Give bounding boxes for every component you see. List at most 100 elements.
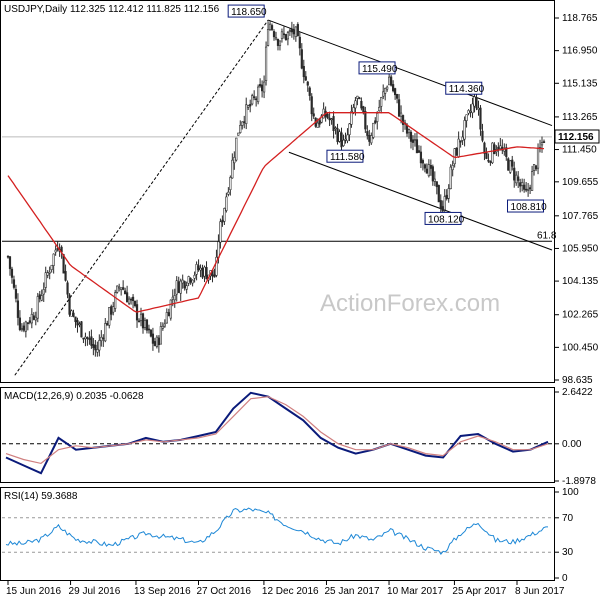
candle-body xyxy=(181,279,184,284)
moving-average xyxy=(7,112,545,313)
candle-body xyxy=(437,185,440,203)
candle-body xyxy=(129,298,133,301)
candle-body xyxy=(76,320,79,326)
candle-body xyxy=(443,196,446,211)
candle-body xyxy=(163,323,166,327)
price-label: 111.580 xyxy=(330,152,365,163)
rsi-y-tick-label: 70 xyxy=(562,513,574,524)
candle-body xyxy=(374,120,377,124)
price-label: 114.360 xyxy=(449,84,485,95)
candle-body xyxy=(523,184,526,190)
candle-body xyxy=(310,96,313,115)
candle-body xyxy=(318,120,321,125)
candle-body xyxy=(112,306,115,313)
candle-body xyxy=(34,316,37,321)
candle-body xyxy=(366,131,369,136)
candle-body xyxy=(155,336,158,347)
candle-body xyxy=(356,95,359,99)
candle-body xyxy=(149,329,153,337)
candle-body xyxy=(199,267,202,271)
candle-body xyxy=(40,295,43,301)
price-y-axis: 118.765 116.950 115.135 113.265 111.450 109.6… xyxy=(555,13,599,386)
candle-body xyxy=(519,182,522,187)
trend-lines xyxy=(14,19,553,376)
candle-body xyxy=(32,315,35,320)
current-price-tag xyxy=(554,129,600,144)
rsi-y-tick-label: 100 xyxy=(562,487,579,498)
channel-upper-line xyxy=(268,19,553,127)
candle-body xyxy=(507,158,510,171)
candle-body xyxy=(477,107,480,110)
candle-body xyxy=(28,320,31,323)
candle-body xyxy=(532,164,536,171)
candle-body xyxy=(286,32,290,40)
candle-body xyxy=(421,160,425,164)
candle-body xyxy=(239,125,242,133)
candle-body xyxy=(465,114,468,121)
candle-body xyxy=(276,39,280,46)
macd-y-tick-label: 2.6422 xyxy=(562,387,593,398)
price-y-tick-label: 115.135 xyxy=(562,78,598,89)
candle-body xyxy=(312,113,315,117)
candle-body xyxy=(215,256,218,276)
rsi-panel-frame xyxy=(0,487,555,581)
candle-body xyxy=(536,148,540,169)
x-tick-label: 25 Apr 2017 xyxy=(452,586,506,597)
candle-body xyxy=(185,285,188,290)
candle-body xyxy=(473,96,476,107)
candle-body xyxy=(213,274,216,278)
candle-body xyxy=(201,267,204,278)
candle-body xyxy=(233,157,236,164)
candle-body xyxy=(64,271,67,281)
candle-body xyxy=(259,84,262,87)
candle-body xyxy=(296,24,299,37)
candle-body xyxy=(270,25,274,30)
candle-body xyxy=(191,279,194,284)
candle-body xyxy=(362,106,365,113)
candle-body xyxy=(88,338,91,340)
candle-body xyxy=(409,131,413,142)
candle-body xyxy=(515,174,518,184)
rsi-line xyxy=(5,507,548,555)
candle-body xyxy=(382,91,385,97)
price-label: 108.810 xyxy=(511,202,548,213)
candle-body xyxy=(397,99,401,117)
candle-body xyxy=(237,132,240,136)
candle-body xyxy=(326,113,329,118)
candle-body xyxy=(20,328,23,330)
candle-body xyxy=(124,290,127,295)
candle-body xyxy=(193,274,196,279)
candle-body xyxy=(401,115,405,125)
candle-body xyxy=(294,26,297,37)
macd-y-axis: 2.6422 0.00 -1.8978 xyxy=(555,387,596,487)
candle-body xyxy=(530,171,534,191)
price-label: 118.650 xyxy=(231,7,267,18)
candle-body xyxy=(350,111,353,125)
candle-body xyxy=(203,266,206,277)
candle-body xyxy=(16,300,20,318)
candle-body xyxy=(251,95,254,105)
date-x-axis: 15 Jun 2016 29 Jul 2016 13 Sep 2016 27 Oct … xyxy=(6,581,565,597)
candle-body xyxy=(66,282,69,295)
candle-body xyxy=(525,188,528,191)
candle-body xyxy=(459,140,462,143)
candle-body xyxy=(384,88,387,94)
candle-body xyxy=(94,344,97,351)
candle-body xyxy=(122,287,125,290)
candle-body xyxy=(173,295,176,301)
price-y-tick-label: 113.265 xyxy=(562,112,598,123)
candle-body xyxy=(253,96,256,98)
candle-body xyxy=(46,272,49,276)
candle-body xyxy=(447,188,450,199)
candle-body xyxy=(249,104,252,107)
candle-body xyxy=(102,337,105,340)
price-y-tick-label: 109.655 xyxy=(562,177,599,188)
candle-body xyxy=(80,321,83,338)
price-y-tick-label: 104.135 xyxy=(562,276,599,287)
candle-body xyxy=(322,108,325,119)
price-title: USDJPY,Daily 112.325 112.412 111.825 112… xyxy=(4,4,220,15)
candle-body xyxy=(255,98,258,101)
rsi-y-axis: 100 70 30 0 xyxy=(555,487,579,584)
candle-body xyxy=(197,265,200,271)
candle-body xyxy=(364,110,367,130)
